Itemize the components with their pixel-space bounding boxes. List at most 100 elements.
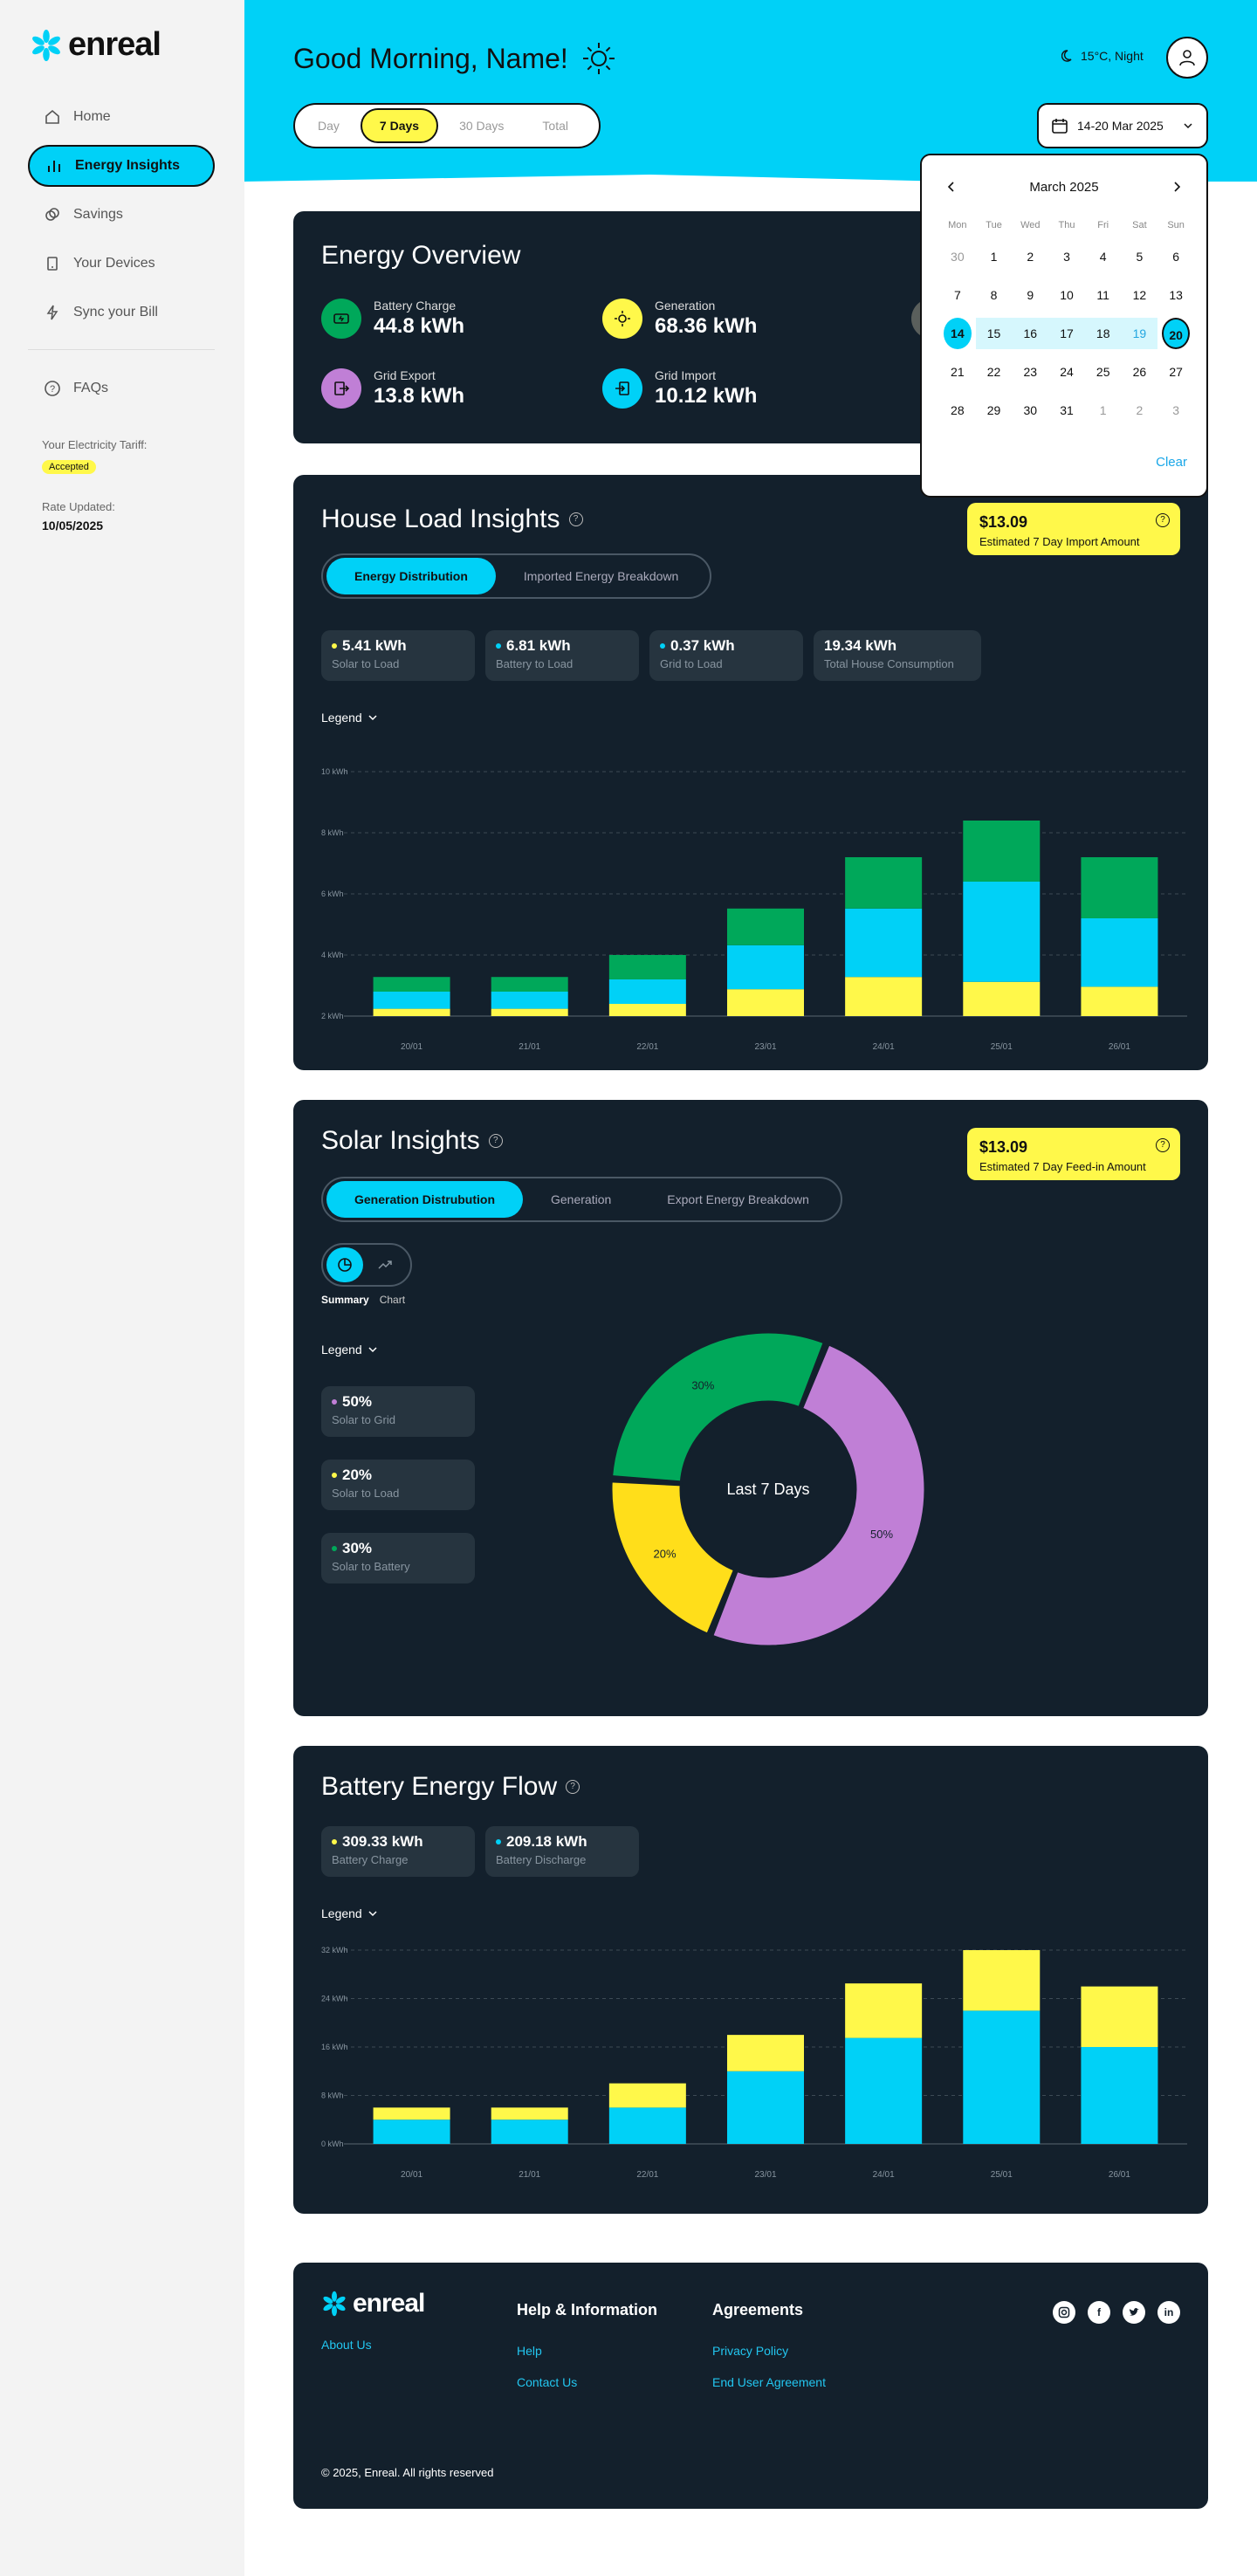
stat-value: 5.41 kWh bbox=[342, 637, 407, 654]
tab-day[interactable]: Day bbox=[318, 119, 340, 133]
facebook-icon[interactable]: f bbox=[1088, 2301, 1110, 2324]
bar-segment bbox=[963, 882, 1041, 982]
calendar-day[interactable]: 17 bbox=[1048, 318, 1085, 349]
legend-dot bbox=[332, 1473, 337, 1478]
feedin-amount-desc: Estimated 7 Day Feed-in Amount bbox=[979, 1160, 1146, 1173]
tab-generation-distribution[interactable]: Generation Distrubution bbox=[326, 1181, 523, 1218]
tab-total[interactable]: Total bbox=[542, 119, 568, 133]
tab-30-days[interactable]: 30 Days bbox=[459, 119, 505, 133]
feedin-amount-badge: $13.09 Estimated 7 Day Feed-in Amount ? bbox=[967, 1128, 1180, 1180]
donut-slice bbox=[609, 1330, 827, 1484]
calendar-day[interactable]: 2 bbox=[1027, 250, 1034, 264]
profile-button[interactable] bbox=[1166, 37, 1208, 79]
sidebar-item-faqs[interactable]: ? FAQs bbox=[28, 368, 215, 409]
calendar-day[interactable]: 4 bbox=[1099, 250, 1107, 264]
info-icon[interactable]: ? bbox=[1156, 513, 1170, 527]
calendar-day[interactable]: 30 bbox=[951, 250, 965, 264]
sidebar-item-your-devices[interactable]: Your Devices bbox=[28, 243, 215, 285]
calendar-day[interactable]: 25 bbox=[1096, 365, 1110, 379]
instagram-icon[interactable] bbox=[1053, 2301, 1075, 2324]
tab-energy-distribution[interactable]: Energy Distribution bbox=[326, 558, 496, 594]
calendar-day[interactable]: 3 bbox=[1172, 403, 1180, 417]
solar-title: Solar Insights ? bbox=[321, 1126, 503, 1156]
calendar-day[interactable]: 14 bbox=[943, 318, 972, 349]
calendar-day[interactable]: 20 bbox=[1162, 318, 1191, 349]
calendar-day[interactable]: 16 bbox=[1012, 318, 1049, 349]
calendar-day[interactable]: 24 bbox=[1060, 365, 1074, 379]
calendar-day[interactable]: 18 bbox=[1084, 318, 1122, 349]
calendar-day[interactable]: 26 bbox=[1132, 365, 1147, 379]
calendar-day[interactable]: 1 bbox=[1099, 403, 1107, 417]
sidebar-item-home[interactable]: Home bbox=[28, 96, 215, 138]
calendar-day[interactable]: 1 bbox=[990, 250, 998, 264]
calendar-day[interactable]: 15 bbox=[975, 318, 1013, 349]
calendar-day[interactable]: 7 bbox=[953, 288, 961, 302]
info-icon[interactable]: ? bbox=[488, 1134, 503, 1148]
footer-link-contact[interactable]: Contact Us bbox=[517, 2375, 578, 2389]
calendar-day[interactable]: 12 bbox=[1132, 288, 1147, 302]
sidebar-item-savings[interactable]: Savings bbox=[28, 194, 215, 236]
chevron-left-icon[interactable] bbox=[944, 180, 958, 194]
bar-segment bbox=[963, 1950, 1041, 2011]
tab-imported-energy[interactable]: Imported Energy Breakdown bbox=[523, 569, 679, 583]
calendar-day[interactable]: 29 bbox=[986, 403, 1001, 417]
summary-toggle[interactable] bbox=[326, 1247, 363, 1282]
legend-dot bbox=[660, 643, 665, 649]
legend-toggle[interactable]: Legend bbox=[321, 1343, 378, 1357]
calendar-day[interactable]: 6 bbox=[1172, 250, 1180, 264]
bar-segment bbox=[845, 1983, 923, 2038]
calendar-day[interactable]: 5 bbox=[1136, 250, 1144, 264]
legend-dot bbox=[496, 1839, 501, 1844]
bar-segment bbox=[845, 908, 923, 978]
trend-icon bbox=[378, 1261, 392, 1269]
calendar-clear-button[interactable]: Clear bbox=[1156, 455, 1187, 470]
calendar-day[interactable]: 3 bbox=[1063, 250, 1070, 264]
footer-link-help[interactable]: Help bbox=[517, 2344, 542, 2358]
calendar-day[interactable]: 22 bbox=[986, 365, 1001, 379]
legend-dot bbox=[332, 643, 337, 649]
calendar-day[interactable]: 21 bbox=[951, 365, 965, 379]
sidebar-item-label: Energy Insights bbox=[75, 158, 181, 173]
brand-logo[interactable]: enreal bbox=[30, 26, 161, 64]
calendar-day[interactable]: 28 bbox=[951, 403, 965, 417]
bar-segment bbox=[963, 981, 1041, 1016]
legend-toggle[interactable]: Legend bbox=[321, 1906, 378, 1920]
footer-link-privacy[interactable]: Privacy Policy bbox=[712, 2344, 789, 2358]
calendar-day[interactable]: 23 bbox=[1023, 365, 1038, 379]
overview-value: 13.8 kWh bbox=[374, 384, 465, 408]
sidebar-item-sync-bill[interactable]: Sync your Bill bbox=[28, 292, 215, 333]
footer-agree-title: Agreements bbox=[712, 2301, 804, 2318]
calendar-day[interactable]: 31 bbox=[1060, 403, 1074, 417]
calendar-day[interactable]: 13 bbox=[1169, 288, 1183, 302]
calendar-day[interactable]: 10 bbox=[1060, 288, 1074, 302]
date-range-picker[interactable]: 14-20 Mar 2025 bbox=[1037, 103, 1208, 148]
info-icon[interactable]: ? bbox=[566, 1780, 580, 1794]
calendar-day[interactable]: 9 bbox=[1027, 288, 1034, 302]
calendar-day[interactable]: 2 bbox=[1136, 403, 1144, 417]
nav-divider bbox=[28, 349, 215, 350]
info-icon[interactable]: ? bbox=[1156, 1138, 1170, 1152]
footer-link-eua[interactable]: End User Agreement bbox=[712, 2375, 826, 2389]
legend-toggle[interactable]: Legend bbox=[321, 711, 378, 725]
calendar-day[interactable]: 11 bbox=[1096, 288, 1109, 302]
calendar-weekday: Sun bbox=[1167, 220, 1185, 230]
home-icon bbox=[45, 109, 59, 124]
tab-7-days[interactable]: 7 Days bbox=[360, 108, 439, 143]
linkedin-icon[interactable]: in bbox=[1157, 2301, 1180, 2324]
x-tick-label: 25/01 bbox=[991, 2170, 1013, 2180]
footer-logo[interactable]: enreal bbox=[321, 2289, 425, 2318]
tab-export-energy[interactable]: Export Energy Breakdown bbox=[667, 1192, 809, 1206]
calendar-day[interactable]: 8 bbox=[990, 288, 998, 302]
sidebar-item-energy-insights[interactable]: Energy Insights bbox=[28, 145, 215, 187]
calendar-day[interactable]: 30 bbox=[1023, 403, 1038, 417]
twitter-icon[interactable] bbox=[1123, 2301, 1145, 2324]
greeting: Good Morning, Name! bbox=[293, 40, 617, 77]
info-icon[interactable]: ? bbox=[568, 512, 583, 526]
calendar-day[interactable]: 27 bbox=[1169, 365, 1183, 379]
chart-toggle[interactable] bbox=[367, 1247, 403, 1282]
calendar-day[interactable]: 19 bbox=[1121, 318, 1158, 349]
tab-generation[interactable]: Generation bbox=[551, 1192, 612, 1206]
chevron-right-icon[interactable] bbox=[1170, 180, 1184, 194]
footer-link-about[interactable]: About Us bbox=[321, 2338, 372, 2352]
battery-icon bbox=[321, 299, 361, 339]
